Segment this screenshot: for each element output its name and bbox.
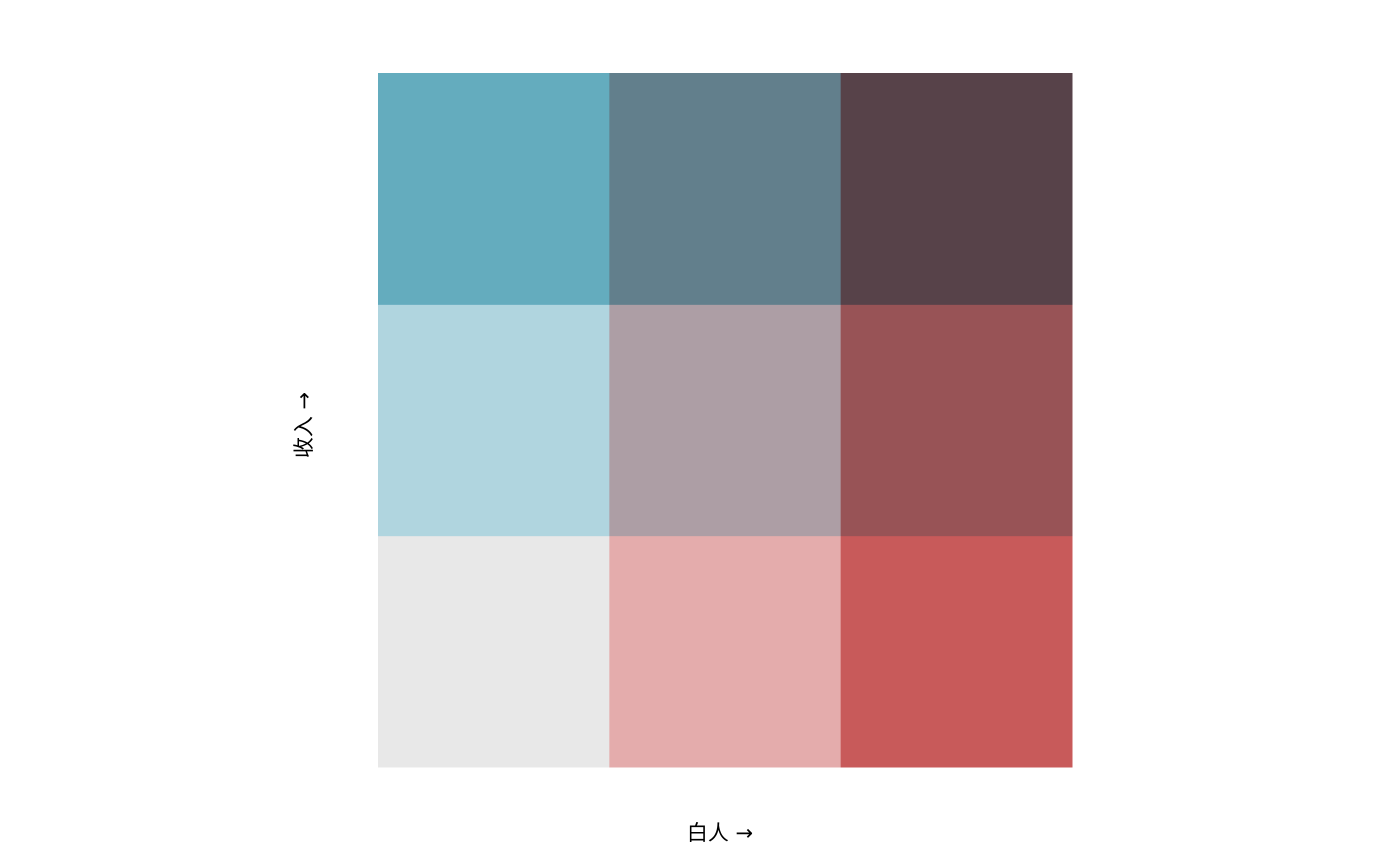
x-axis-label: 白人 → [687, 821, 753, 845]
legend-cell-2-0 [840, 535, 1073, 768]
legend-cell-1-0 [609, 535, 842, 768]
legend-cell-2-2 [840, 73, 1073, 305]
legend-cell-2-1 [840, 304, 1073, 537]
legend-cell-0-0 [378, 535, 610, 768]
legend-cell-0-1 [378, 304, 610, 537]
legend-cell-1-2 [609, 73, 842, 305]
y-axis-label: 收入 → [292, 392, 316, 458]
legend-cell-1-1 [609, 304, 842, 537]
legend-grid [378, 73, 1073, 768]
legend-cell-0-2 [378, 73, 610, 305]
